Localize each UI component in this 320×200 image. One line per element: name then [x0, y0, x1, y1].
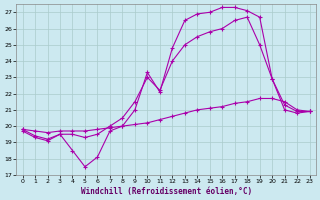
X-axis label: Windchill (Refroidissement éolien,°C): Windchill (Refroidissement éolien,°C): [81, 187, 252, 196]
